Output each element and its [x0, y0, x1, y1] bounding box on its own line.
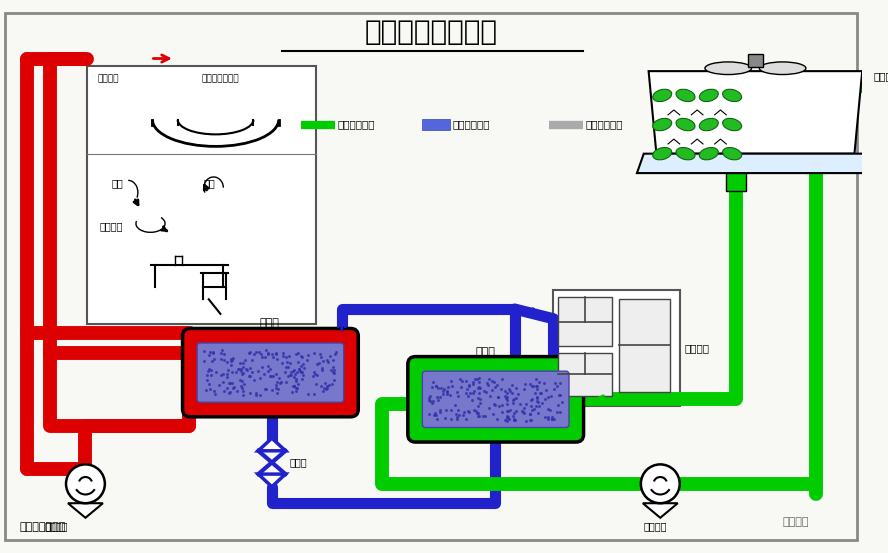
Ellipse shape — [653, 89, 671, 102]
Text: 新鲜风处理机组: 新鲜风处理机组 — [202, 74, 239, 83]
Ellipse shape — [700, 89, 718, 102]
Polygon shape — [68, 503, 103, 518]
Text: 制冷百科: 制冷百科 — [783, 518, 810, 528]
Text: 膨胀阀: 膨胀阀 — [289, 457, 307, 467]
Ellipse shape — [700, 118, 718, 131]
FancyBboxPatch shape — [423, 371, 569, 427]
Circle shape — [641, 465, 679, 503]
Polygon shape — [648, 71, 862, 154]
Text: 空调房间: 空调房间 — [99, 222, 123, 232]
Polygon shape — [643, 503, 678, 518]
Ellipse shape — [676, 148, 695, 160]
Ellipse shape — [723, 89, 741, 102]
Ellipse shape — [723, 118, 741, 131]
Text: 冷冻水泵: 冷冻水泵 — [44, 521, 68, 531]
Text: 中央空调系统示意: 中央空调系统示意 — [365, 18, 497, 46]
Text: 一冷却水系统: 一冷却水系统 — [338, 119, 376, 129]
Text: 冷却塔: 冷却塔 — [874, 71, 888, 81]
Text: 一制冷剂系统: 一制冷剂系统 — [453, 119, 490, 129]
FancyBboxPatch shape — [408, 357, 583, 442]
Text: 冷凝器: 冷凝器 — [476, 347, 496, 357]
Ellipse shape — [759, 62, 806, 75]
Text: 回风: 回风 — [204, 178, 216, 188]
Polygon shape — [258, 474, 285, 487]
Bar — [559, 353, 612, 397]
FancyBboxPatch shape — [423, 119, 449, 131]
Bar — [87, 66, 315, 324]
Ellipse shape — [676, 89, 695, 102]
Polygon shape — [258, 438, 285, 451]
Ellipse shape — [723, 148, 741, 160]
Text: 冷却水泵: 冷却水泵 — [644, 521, 667, 531]
Ellipse shape — [676, 118, 695, 131]
Ellipse shape — [700, 148, 718, 160]
Ellipse shape — [653, 148, 671, 160]
Bar — [748, 54, 763, 67]
Ellipse shape — [653, 118, 671, 131]
Text: 送风: 送风 — [112, 178, 123, 188]
FancyBboxPatch shape — [197, 343, 344, 402]
FancyBboxPatch shape — [183, 328, 358, 417]
Polygon shape — [637, 154, 874, 173]
Bar — [553, 290, 679, 406]
Text: 中性清洗无腐蚀: 中性清洗无腐蚀 — [20, 523, 66, 533]
Circle shape — [66, 465, 105, 503]
Ellipse shape — [705, 62, 751, 75]
Text: 蒸发器: 蒸发器 — [260, 319, 280, 328]
Bar — [726, 173, 746, 191]
Bar — [559, 298, 612, 346]
Text: 风机盘管: 风机盘管 — [97, 74, 119, 83]
Text: 制冷机组: 制冷机组 — [685, 343, 710, 353]
Bar — [620, 299, 670, 392]
Text: 一冷冻水系统: 一冷冻水系统 — [585, 119, 623, 129]
